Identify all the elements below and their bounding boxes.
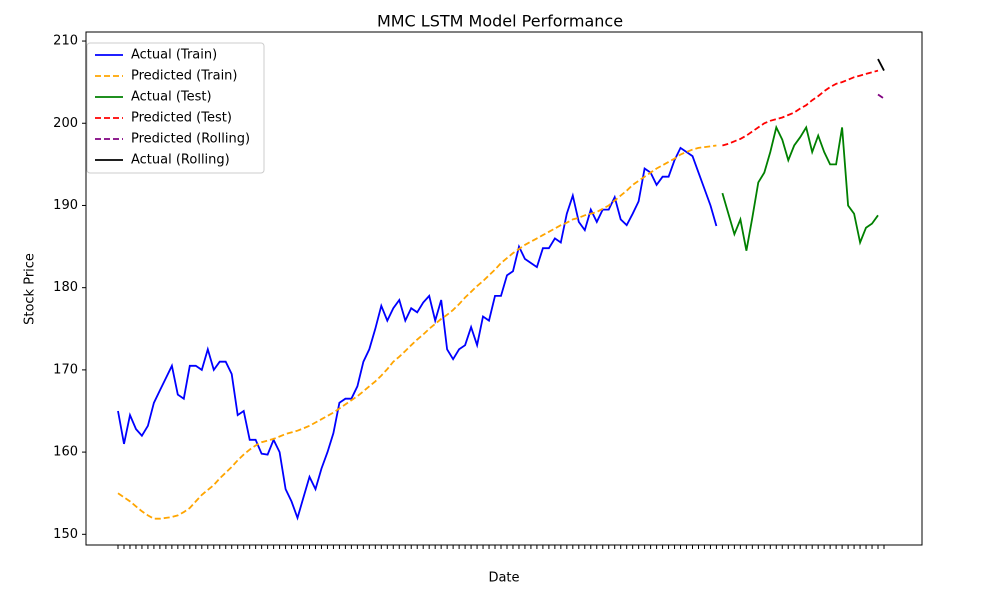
legend-label: Predicted (Test) bbox=[131, 111, 232, 126]
legend-label: Predicted (Rolling) bbox=[131, 132, 250, 147]
x-axis-label: Date bbox=[488, 571, 519, 586]
chart-title: MMC LSTM Model Performance bbox=[377, 12, 623, 31]
line-series bbox=[117, 146, 718, 521]
y-tick-label: 160 bbox=[53, 445, 78, 460]
line-series bbox=[117, 144, 717, 520]
plot-frame bbox=[85, 31, 923, 546]
y-tick-label: 210 bbox=[53, 34, 78, 49]
y-tick-label: 150 bbox=[53, 527, 78, 542]
legend-label: Actual (Rolling) bbox=[131, 153, 230, 168]
legend-label: Actual (Train) bbox=[131, 48, 217, 63]
y-tick-label: 170 bbox=[53, 362, 78, 377]
line-series bbox=[877, 93, 885, 100]
line-series bbox=[721, 124, 879, 251]
legend-box bbox=[86, 42, 265, 174]
y-axis-label: Stock Price bbox=[23, 253, 38, 325]
y-tick-label: 200 bbox=[53, 116, 78, 131]
legend-label: Predicted (Train) bbox=[131, 69, 238, 84]
y-tick-label: 180 bbox=[53, 280, 78, 295]
line-series bbox=[877, 58, 885, 72]
line-series bbox=[722, 69, 879, 147]
legend-label: Actual (Test) bbox=[131, 90, 212, 105]
y-tick-label: 190 bbox=[53, 198, 78, 213]
